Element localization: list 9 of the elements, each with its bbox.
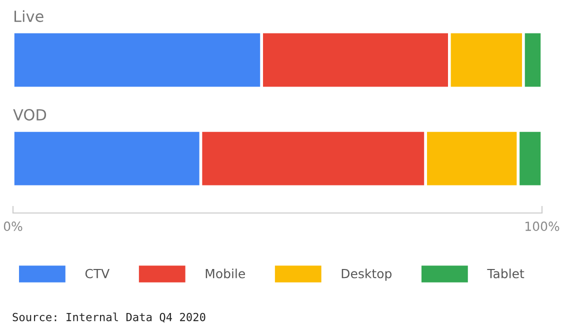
y-tick-label: Live	[14, 10, 44, 22]
legend-label: CTV	[85, 268, 110, 278]
legend-label: Tablet	[487, 268, 524, 278]
legend-label: Mobile	[206, 268, 245, 278]
y-tick-label: VOD	[13, 109, 46, 121]
legend-label: Desktop	[342, 268, 392, 281]
source-note: Source: Internal Data Q4 2020	[12, 312, 206, 323]
x-tick-label: 100%	[526, 222, 560, 232]
x-tick-label: 0%	[4, 222, 22, 232]
